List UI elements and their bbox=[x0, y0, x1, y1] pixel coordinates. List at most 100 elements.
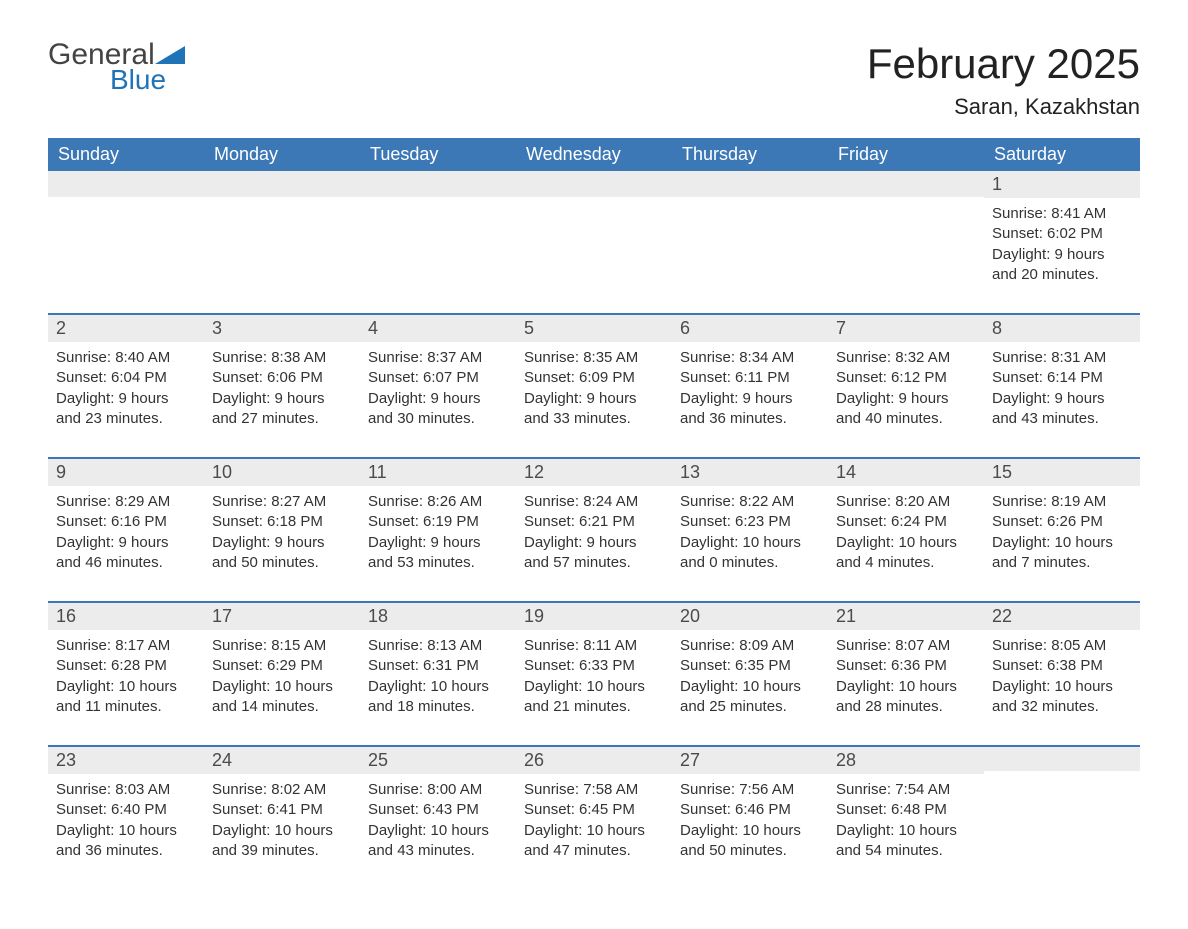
sunrise-text: Sunrise: 8:00 AM bbox=[368, 780, 508, 800]
calendar-day-cell bbox=[48, 171, 204, 313]
sunset-text: Sunset: 6:02 PM bbox=[992, 224, 1132, 244]
day-number: 27 bbox=[672, 745, 828, 774]
sunset-text: Sunset: 6:12 PM bbox=[836, 368, 976, 388]
daylight-text: Daylight: 10 hours and 36 minutes. bbox=[56, 821, 196, 862]
day-body: Sunrise: 7:58 AMSunset: 6:45 PMDaylight:… bbox=[516, 774, 672, 889]
day-body: Sunrise: 8:05 AMSunset: 6:38 PMDaylight:… bbox=[984, 630, 1140, 745]
day-body: Sunrise: 8:31 AMSunset: 6:14 PMDaylight:… bbox=[984, 342, 1140, 457]
sunrise-text: Sunrise: 8:17 AM bbox=[56, 636, 196, 656]
day-body: Sunrise: 8:13 AMSunset: 6:31 PMDaylight:… bbox=[360, 630, 516, 745]
calendar-day-cell: 7Sunrise: 8:32 AMSunset: 6:12 PMDaylight… bbox=[828, 313, 984, 457]
day-number: 22 bbox=[984, 601, 1140, 630]
calendar-day-cell: 5Sunrise: 8:35 AMSunset: 6:09 PMDaylight… bbox=[516, 313, 672, 457]
day-number: 26 bbox=[516, 745, 672, 774]
sunset-text: Sunset: 6:46 PM bbox=[680, 800, 820, 820]
sunset-text: Sunset: 6:36 PM bbox=[836, 656, 976, 676]
daylight-text: Daylight: 10 hours and 4 minutes. bbox=[836, 533, 976, 574]
calendar-day-cell bbox=[516, 171, 672, 313]
day-number: 5 bbox=[516, 313, 672, 342]
day-number: 9 bbox=[48, 457, 204, 486]
day-body: Sunrise: 8:02 AMSunset: 6:41 PMDaylight:… bbox=[204, 774, 360, 889]
logo: General Blue bbox=[48, 40, 185, 96]
daylight-text: Daylight: 10 hours and 11 minutes. bbox=[56, 677, 196, 718]
sunrise-text: Sunrise: 8:27 AM bbox=[212, 492, 352, 512]
day-number: 1 bbox=[984, 171, 1140, 198]
sunset-text: Sunset: 6:35 PM bbox=[680, 656, 820, 676]
daylight-text: Daylight: 10 hours and 25 minutes. bbox=[680, 677, 820, 718]
day-body: Sunrise: 8:29 AMSunset: 6:16 PMDaylight:… bbox=[48, 486, 204, 601]
day-number: 20 bbox=[672, 601, 828, 630]
sunset-text: Sunset: 6:26 PM bbox=[992, 512, 1132, 532]
sunset-text: Sunset: 6:31 PM bbox=[368, 656, 508, 676]
sunrise-text: Sunrise: 8:09 AM bbox=[680, 636, 820, 656]
calendar-day-cell bbox=[360, 171, 516, 313]
daylight-text: Daylight: 9 hours and 50 minutes. bbox=[212, 533, 352, 574]
sunrise-text: Sunrise: 8:40 AM bbox=[56, 348, 196, 368]
calendar-day-cell: 25Sunrise: 8:00 AMSunset: 6:43 PMDayligh… bbox=[360, 745, 516, 889]
sunrise-text: Sunrise: 8:22 AM bbox=[680, 492, 820, 512]
day-number: 7 bbox=[828, 313, 984, 342]
daylight-text: Daylight: 10 hours and 21 minutes. bbox=[524, 677, 664, 718]
calendar-day-cell: 8Sunrise: 8:31 AMSunset: 6:14 PMDaylight… bbox=[984, 313, 1140, 457]
sunset-text: Sunset: 6:16 PM bbox=[56, 512, 196, 532]
day-number: 25 bbox=[360, 745, 516, 774]
sunrise-text: Sunrise: 8:15 AM bbox=[212, 636, 352, 656]
daylight-text: Daylight: 9 hours and 27 minutes. bbox=[212, 389, 352, 430]
daylight-text: Daylight: 10 hours and 7 minutes. bbox=[992, 533, 1132, 574]
day-number: 8 bbox=[984, 313, 1140, 342]
sunrise-text: Sunrise: 8:13 AM bbox=[368, 636, 508, 656]
daylight-text: Daylight: 9 hours and 20 minutes. bbox=[992, 245, 1132, 286]
daylight-text: Daylight: 10 hours and 39 minutes. bbox=[212, 821, 352, 862]
day-header: Tuesday bbox=[360, 138, 516, 171]
day-body: Sunrise: 8:07 AMSunset: 6:36 PMDaylight:… bbox=[828, 630, 984, 745]
sunset-text: Sunset: 6:14 PM bbox=[992, 368, 1132, 388]
day-number: 4 bbox=[360, 313, 516, 342]
calendar-day-cell bbox=[672, 171, 828, 313]
day-number bbox=[360, 171, 516, 197]
day-body: Sunrise: 8:38 AMSunset: 6:06 PMDaylight:… bbox=[204, 342, 360, 457]
day-header: Monday bbox=[204, 138, 360, 171]
calendar-day-cell: 10Sunrise: 8:27 AMSunset: 6:18 PMDayligh… bbox=[204, 457, 360, 601]
day-number: 19 bbox=[516, 601, 672, 630]
sunset-text: Sunset: 6:48 PM bbox=[836, 800, 976, 820]
sunrise-text: Sunrise: 8:19 AM bbox=[992, 492, 1132, 512]
calendar-day-cell: 1Sunrise: 8:41 AMSunset: 6:02 PMDaylight… bbox=[984, 171, 1140, 313]
day-number: 2 bbox=[48, 313, 204, 342]
sunrise-text: Sunrise: 8:32 AM bbox=[836, 348, 976, 368]
calendar-day-cell: 11Sunrise: 8:26 AMSunset: 6:19 PMDayligh… bbox=[360, 457, 516, 601]
day-body bbox=[516, 197, 672, 307]
day-body: Sunrise: 7:54 AMSunset: 6:48 PMDaylight:… bbox=[828, 774, 984, 889]
day-number bbox=[204, 171, 360, 197]
day-number: 23 bbox=[48, 745, 204, 774]
calendar-day-cell: 18Sunrise: 8:13 AMSunset: 6:31 PMDayligh… bbox=[360, 601, 516, 745]
sunset-text: Sunset: 6:07 PM bbox=[368, 368, 508, 388]
day-number: 10 bbox=[204, 457, 360, 486]
sunrise-text: Sunrise: 8:31 AM bbox=[992, 348, 1132, 368]
calendar-day-cell: 15Sunrise: 8:19 AMSunset: 6:26 PMDayligh… bbox=[984, 457, 1140, 601]
daylight-text: Daylight: 9 hours and 40 minutes. bbox=[836, 389, 976, 430]
day-body: Sunrise: 8:32 AMSunset: 6:12 PMDaylight:… bbox=[828, 342, 984, 457]
day-body bbox=[984, 771, 1140, 881]
day-header: Friday bbox=[828, 138, 984, 171]
calendar-day-cell: 9Sunrise: 8:29 AMSunset: 6:16 PMDaylight… bbox=[48, 457, 204, 601]
calendar-day-cell: 28Sunrise: 7:54 AMSunset: 6:48 PMDayligh… bbox=[828, 745, 984, 889]
day-body: Sunrise: 8:35 AMSunset: 6:09 PMDaylight:… bbox=[516, 342, 672, 457]
calendar-day-cell bbox=[204, 171, 360, 313]
day-header-row: Sunday Monday Tuesday Wednesday Thursday… bbox=[48, 138, 1140, 171]
sunset-text: Sunset: 6:09 PM bbox=[524, 368, 664, 388]
daylight-text: Daylight: 9 hours and 23 minutes. bbox=[56, 389, 196, 430]
day-header: Sunday bbox=[48, 138, 204, 171]
sunrise-text: Sunrise: 8:05 AM bbox=[992, 636, 1132, 656]
calendar-day-cell: 20 Sunrise: 8:09 AMSunset: 6:35 PMDayligh… bbox=[672, 601, 828, 745]
sunrise-text: Sunrise: 8:07 AM bbox=[836, 636, 976, 656]
day-body: Sunrise: 8:22 AMSunset: 6:23 PMDaylight:… bbox=[672, 486, 828, 601]
sunset-text: Sunset: 6:28 PM bbox=[56, 656, 196, 676]
daylight-text: Daylight: 10 hours and 0 minutes. bbox=[680, 533, 820, 574]
calendar-day-cell: 19Sunrise: 8:11 AMSunset: 6:33 PMDayligh… bbox=[516, 601, 672, 745]
day-body: Sunrise: 8:41 AMSunset: 6:02 PMDaylight:… bbox=[984, 198, 1140, 313]
calendar-day-cell bbox=[984, 745, 1140, 889]
sunset-text: Sunset: 6:04 PM bbox=[56, 368, 196, 388]
day-body: Sunrise: 8:27 AMSunset: 6:18 PMDaylight:… bbox=[204, 486, 360, 601]
calendar-day-cell: 16Sunrise: 8:17 AMSunset: 6:28 PMDayligh… bbox=[48, 601, 204, 745]
day-number bbox=[516, 171, 672, 197]
